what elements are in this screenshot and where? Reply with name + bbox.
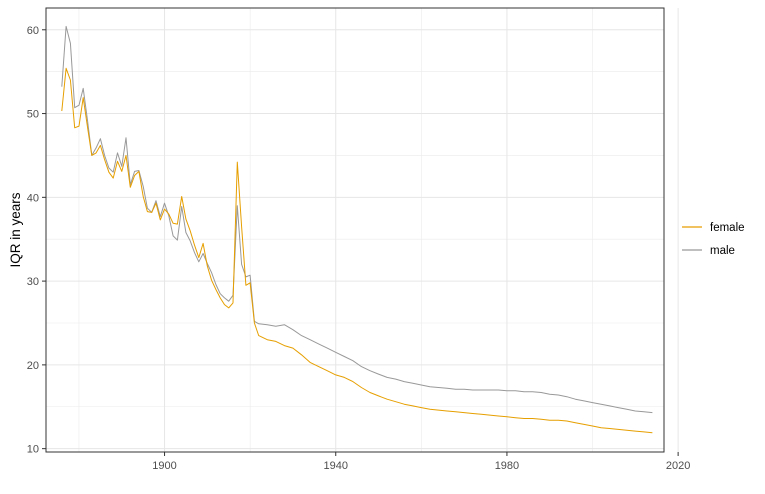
y-tick-label: 40 [27, 192, 39, 204]
legend-label-male: male [710, 245, 735, 257]
y-axis: 10 20 30 40 50 60 [27, 25, 46, 456]
plot-background [46, 8, 664, 452]
minor-gridlines [46, 8, 664, 452]
x-tick-label: 1940 [323, 460, 347, 472]
y-tick-label: 10 [27, 444, 39, 456]
y-tick-label: 60 [27, 25, 39, 37]
x-tick-label: 1900 [152, 460, 176, 472]
y-axis-title: IQR in years [8, 192, 23, 267]
series-line-female [61, 67, 653, 434]
y-tick-label: 50 [27, 109, 39, 121]
x-tick-label: 1980 [495, 460, 519, 472]
x-axis: 1900 1940 1980 2020 [152, 452, 690, 472]
y-tick-label: 30 [27, 276, 39, 288]
legend-label-female: female [710, 222, 745, 234]
series-lines [61, 25, 653, 434]
x-tick-label: 2020 [666, 460, 690, 472]
major-gridlines [46, 8, 679, 452]
series-line-male [61, 25, 653, 414]
legend: female male [682, 222, 745, 257]
y-tick-label: 20 [27, 360, 39, 372]
plot-border [45, 7, 665, 453]
